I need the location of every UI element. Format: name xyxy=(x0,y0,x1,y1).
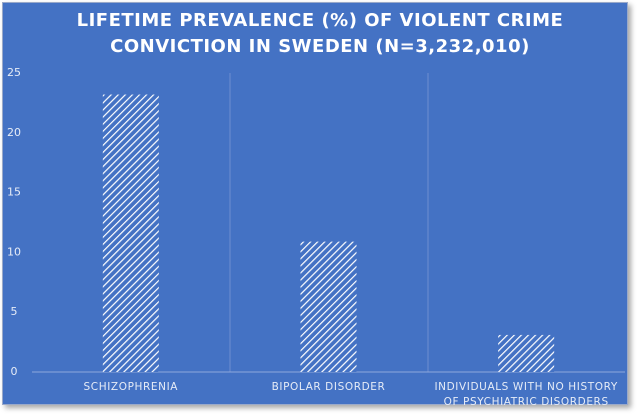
y-tick-label: 5 xyxy=(11,305,18,318)
y-tick-label: 25 xyxy=(7,66,21,79)
bar xyxy=(102,94,159,372)
bar xyxy=(300,241,357,372)
y-tick-label: 0 xyxy=(11,365,18,378)
y-tick-label: 15 xyxy=(7,186,21,199)
bar xyxy=(498,334,555,372)
x-tick-label: BIPOLAR DISORDER xyxy=(271,381,386,393)
x-tick-label: INDIVIDUALS WITH NO HISTORY OF PSYCHIATR… xyxy=(434,381,618,408)
x-tick-label: SCHIZOPHRENIA xyxy=(83,381,179,393)
y-tick-label: 20 xyxy=(7,126,21,139)
y-tick-label: 10 xyxy=(7,245,21,258)
chart-title: LIFETIME PREVALENCE (%) OF VIOLENT CRIME… xyxy=(76,10,564,57)
